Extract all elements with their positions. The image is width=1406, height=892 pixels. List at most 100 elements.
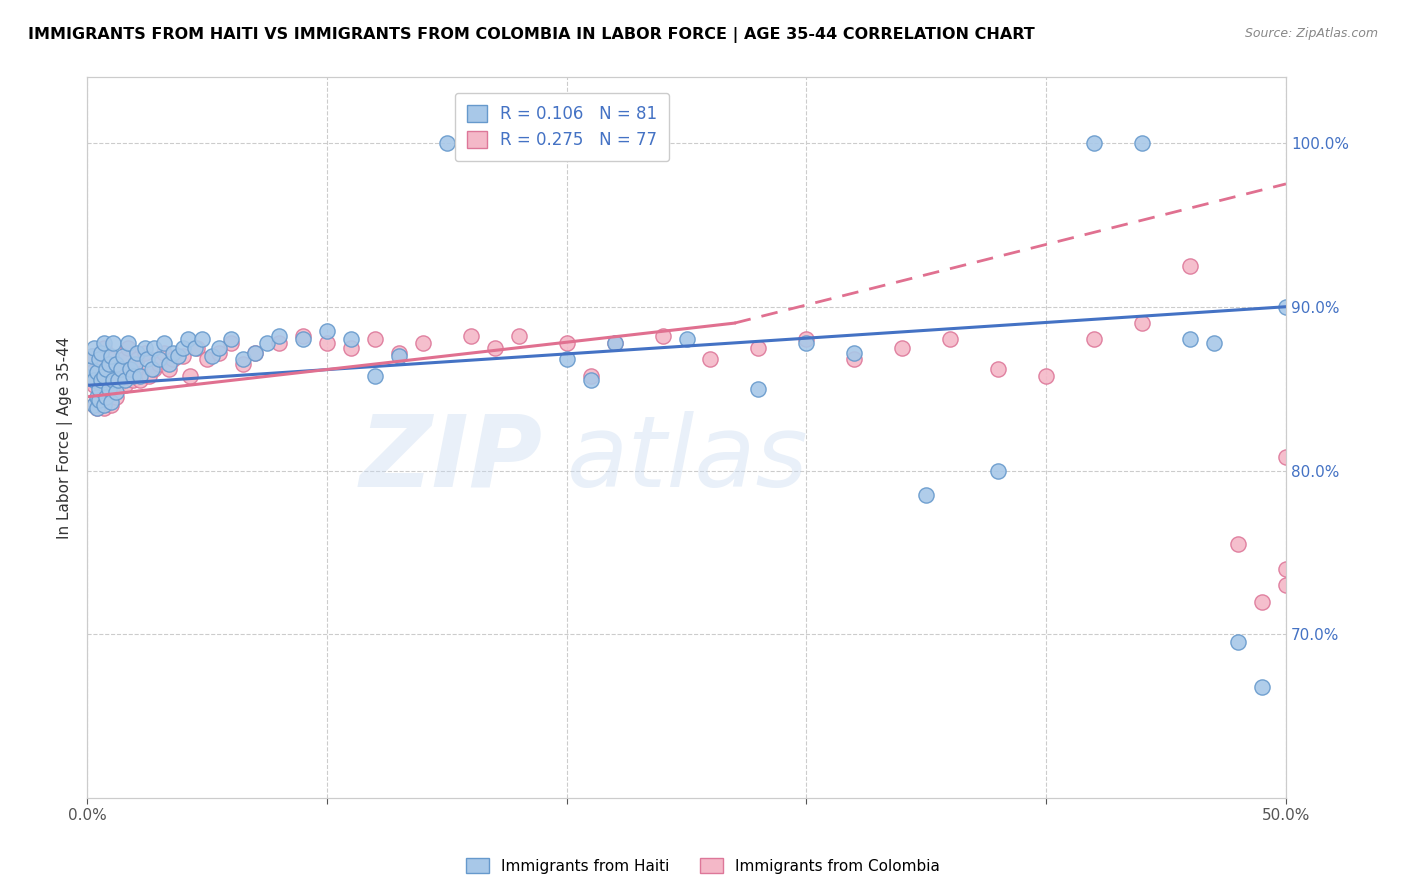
Point bbox=[844, 352, 866, 367]
Point bbox=[796, 335, 818, 350]
Point bbox=[508, 329, 530, 343]
Point bbox=[201, 349, 224, 363]
Point bbox=[97, 357, 120, 371]
Point bbox=[96, 393, 118, 408]
Point bbox=[184, 341, 207, 355]
Point bbox=[555, 352, 578, 367]
Point bbox=[177, 333, 200, 347]
Point bbox=[364, 368, 387, 383]
Point bbox=[100, 394, 122, 409]
Point bbox=[412, 335, 434, 350]
Point bbox=[152, 335, 174, 350]
Point bbox=[107, 373, 129, 387]
Point bbox=[484, 341, 506, 355]
Point bbox=[1178, 259, 1201, 273]
Point bbox=[152, 345, 174, 359]
Point bbox=[100, 352, 122, 367]
Point bbox=[891, 341, 914, 355]
Point bbox=[103, 378, 125, 392]
Point bbox=[747, 341, 769, 355]
Point bbox=[80, 362, 103, 376]
Point bbox=[1251, 680, 1274, 694]
Point bbox=[97, 362, 120, 376]
Point bbox=[110, 362, 132, 376]
Point bbox=[208, 341, 231, 355]
Point bbox=[87, 394, 110, 409]
Point bbox=[1275, 578, 1298, 592]
Point bbox=[104, 357, 127, 371]
Point bbox=[80, 349, 103, 363]
Point bbox=[83, 378, 105, 392]
Point bbox=[243, 345, 266, 359]
Point bbox=[87, 393, 110, 408]
Point bbox=[208, 345, 231, 359]
Point bbox=[1275, 562, 1298, 576]
Point bbox=[97, 384, 120, 399]
Point bbox=[134, 345, 156, 359]
Point bbox=[93, 335, 115, 350]
Point bbox=[143, 341, 166, 355]
Legend: R = 0.106   N = 81, R = 0.275   N = 77: R = 0.106 N = 81, R = 0.275 N = 77 bbox=[456, 93, 669, 161]
Point bbox=[141, 362, 163, 376]
Point bbox=[460, 329, 482, 343]
Point bbox=[1035, 368, 1057, 383]
Point bbox=[86, 368, 108, 383]
Point bbox=[340, 333, 363, 347]
Point bbox=[555, 335, 578, 350]
Point bbox=[267, 335, 290, 350]
Point bbox=[114, 378, 136, 392]
Point bbox=[87, 352, 110, 367]
Point bbox=[96, 390, 118, 404]
Point bbox=[315, 335, 337, 350]
Point bbox=[291, 329, 314, 343]
Point bbox=[104, 390, 127, 404]
Point bbox=[79, 373, 101, 387]
Point bbox=[110, 368, 132, 383]
Point bbox=[603, 335, 626, 350]
Point bbox=[83, 398, 105, 412]
Point bbox=[134, 341, 156, 355]
Point bbox=[124, 357, 146, 371]
Point bbox=[107, 378, 129, 392]
Text: Source: ZipAtlas.com: Source: ZipAtlas.com bbox=[1244, 27, 1378, 40]
Point bbox=[172, 349, 194, 363]
Point bbox=[86, 390, 108, 404]
Point bbox=[1130, 316, 1153, 330]
Point bbox=[104, 384, 127, 399]
Point bbox=[90, 352, 112, 367]
Point bbox=[1275, 450, 1298, 465]
Point bbox=[96, 368, 118, 383]
Point bbox=[103, 335, 125, 350]
Point bbox=[103, 373, 125, 387]
Point bbox=[364, 333, 387, 347]
Y-axis label: In Labor Force | Age 35-44: In Labor Force | Age 35-44 bbox=[58, 336, 73, 539]
Point bbox=[232, 357, 254, 371]
Text: IMMIGRANTS FROM HAITI VS IMMIGRANTS FROM COLOMBIA IN LABOR FORCE | AGE 35-44 COR: IMMIGRANTS FROM HAITI VS IMMIGRANTS FROM… bbox=[28, 27, 1035, 43]
Point bbox=[87, 362, 110, 376]
Point bbox=[83, 373, 105, 387]
Point bbox=[121, 373, 143, 387]
Point bbox=[97, 382, 120, 396]
Point bbox=[195, 352, 218, 367]
Point bbox=[120, 362, 142, 376]
Point bbox=[143, 362, 166, 376]
Point bbox=[579, 373, 602, 387]
Point bbox=[112, 352, 135, 367]
Point bbox=[1083, 333, 1105, 347]
Text: atlas: atlas bbox=[567, 411, 808, 508]
Point bbox=[232, 352, 254, 367]
Point bbox=[93, 341, 115, 355]
Point bbox=[96, 362, 118, 376]
Point bbox=[100, 398, 122, 412]
Point bbox=[127, 352, 149, 367]
Text: ZIP: ZIP bbox=[360, 411, 543, 508]
Point bbox=[128, 368, 150, 383]
Point bbox=[121, 368, 143, 383]
Point bbox=[138, 368, 160, 383]
Point bbox=[388, 349, 411, 363]
Point bbox=[484, 136, 506, 150]
Point bbox=[117, 341, 139, 355]
Point bbox=[167, 349, 190, 363]
Point bbox=[127, 345, 149, 359]
Point bbox=[1083, 136, 1105, 150]
